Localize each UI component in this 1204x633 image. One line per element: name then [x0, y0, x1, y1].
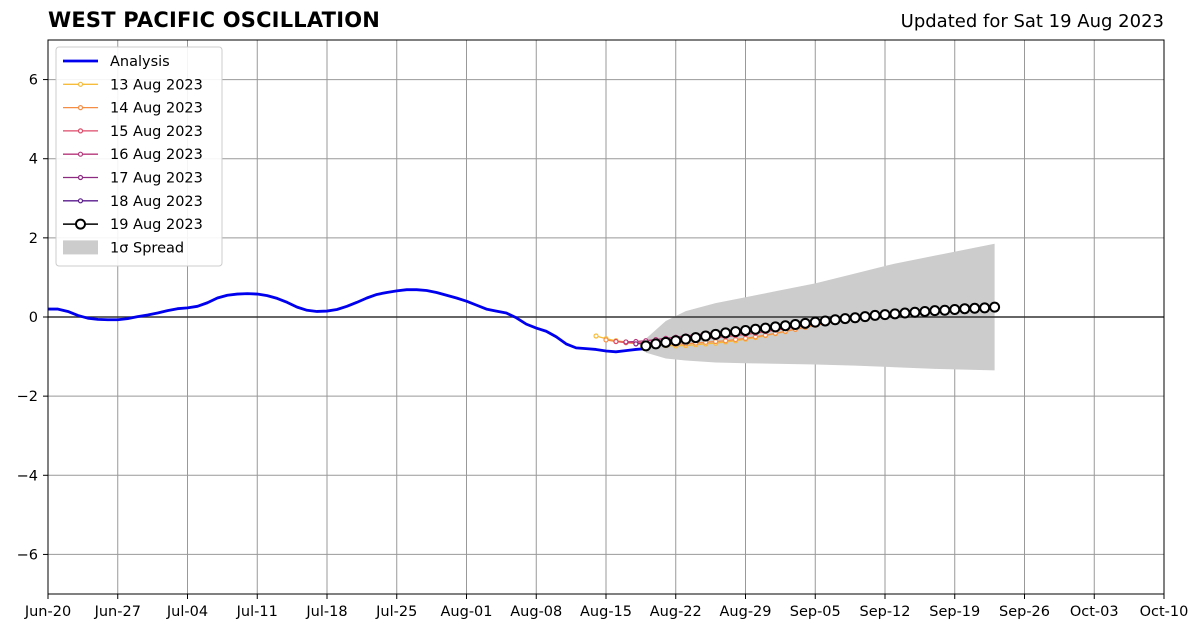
forecast-point	[680, 333, 692, 345]
x-tick-label: Sep-05	[790, 604, 841, 620]
forecast-point	[640, 340, 652, 352]
chart-subtitle: Updated for Sat 19 Aug 2023	[900, 11, 1164, 32]
forecast-point	[889, 308, 901, 320]
x-tick-label: Aug-01	[441, 604, 493, 620]
legend-marker	[77, 128, 84, 134]
legend-label: 15 Aug 2023	[110, 124, 203, 140]
forecast-point	[603, 337, 609, 343]
x-tick-label: Oct-03	[1070, 604, 1119, 620]
x-tick-label: Sep-26	[999, 604, 1050, 620]
legend-label: 13 Aug 2023	[110, 77, 203, 93]
forecast-point	[919, 305, 931, 317]
forecast-point	[670, 335, 682, 347]
x-tick-label: Jun-20	[24, 604, 71, 620]
legend-swatch-spread	[63, 240, 98, 255]
x-tick-label: Aug-15	[580, 604, 632, 620]
forecast-point	[869, 309, 881, 321]
y-tick-label: 6	[29, 73, 38, 89]
forecast-point	[623, 339, 629, 345]
forecast-point	[979, 302, 991, 314]
x-tick-label: Jun-27	[94, 604, 141, 620]
x-tick-label: Sep-12	[859, 604, 910, 620]
forecast-point	[749, 323, 761, 335]
x-tick-label: Jul-25	[375, 604, 417, 620]
x-tick-label: Sep-19	[929, 604, 980, 620]
legend-label: 1σ Spread	[110, 240, 184, 256]
y-tick-label: 4	[29, 152, 38, 168]
forecast-point	[740, 324, 751, 336]
legend-label: 14 Aug 2023	[110, 101, 203, 117]
x-tick-label: Aug-22	[650, 604, 702, 620]
forecast-point	[939, 304, 951, 316]
forecast-point	[949, 303, 961, 315]
legend-marker	[77, 81, 84, 87]
legend-label: 19 Aug 2023	[110, 217, 203, 233]
x-tick-label: Jul-04	[166, 604, 208, 620]
analysis-line	[48, 288, 646, 354]
forecast-point	[829, 314, 841, 326]
legend-label: Analysis	[110, 54, 170, 70]
forecast-point	[633, 341, 639, 347]
x-tick-label: Jul-11	[236, 604, 278, 620]
forecast-point	[989, 301, 1001, 313]
y-tick-label: 0	[29, 310, 38, 326]
y-tick-label: −6	[17, 547, 38, 563]
y-tick-label: −4	[17, 468, 38, 484]
forecast-point	[859, 311, 871, 323]
forecast-point	[769, 321, 781, 333]
forecast-point	[819, 315, 831, 327]
forecast-point	[720, 327, 732, 339]
plot-frame	[47, 39, 1165, 595]
forecast-series	[640, 301, 1001, 352]
forecast-point	[799, 317, 811, 329]
legend-marker	[77, 174, 84, 181]
y-tick-label: −2	[17, 389, 38, 405]
forecast-point	[779, 320, 791, 332]
forecast-point	[690, 332, 702, 344]
forecast-point	[660, 336, 672, 348]
x-tick-label: Aug-29	[720, 604, 772, 620]
forecast-point	[759, 322, 771, 334]
x-tick-label: Oct-10	[1140, 604, 1189, 620]
forecast-point	[730, 326, 742, 338]
y-tick-label: 2	[29, 231, 38, 247]
legend-box	[55, 46, 223, 267]
forecast-point	[593, 333, 599, 339]
x-tick-label: Jul-18	[305, 604, 347, 620]
forecast-point	[849, 312, 861, 324]
forecast-point	[909, 306, 921, 318]
forecast-point	[929, 305, 941, 317]
forecast-point	[789, 319, 801, 331]
legend-label: 16 Aug 2023	[110, 147, 203, 163]
legend-marker	[77, 198, 84, 204]
forecast-point	[700, 330, 712, 342]
chart-title: WEST PACIFIC OSCILLATION	[48, 8, 381, 32]
legend-label: 18 Aug 2023	[110, 194, 203, 210]
legend-marker	[75, 218, 86, 230]
forecast-point	[650, 338, 662, 350]
legend-label: 17 Aug 2023	[110, 171, 203, 187]
forecast-point	[959, 303, 971, 315]
forecast-point	[613, 338, 619, 345]
legend: Analysis 13 Aug 2023 14 Aug 2023 15 Aug 202…	[55, 46, 223, 267]
legend-marker	[77, 151, 84, 157]
forecast-point	[969, 302, 981, 314]
forecast-point	[839, 313, 851, 325]
x-tick-label: Aug-08	[510, 604, 562, 620]
forecast-point	[809, 316, 821, 328]
spread-band	[645, 243, 995, 371]
forecast-point	[879, 309, 891, 321]
legend-marker	[77, 104, 84, 111]
forecast-point	[899, 307, 911, 319]
forecast-point	[710, 328, 722, 340]
